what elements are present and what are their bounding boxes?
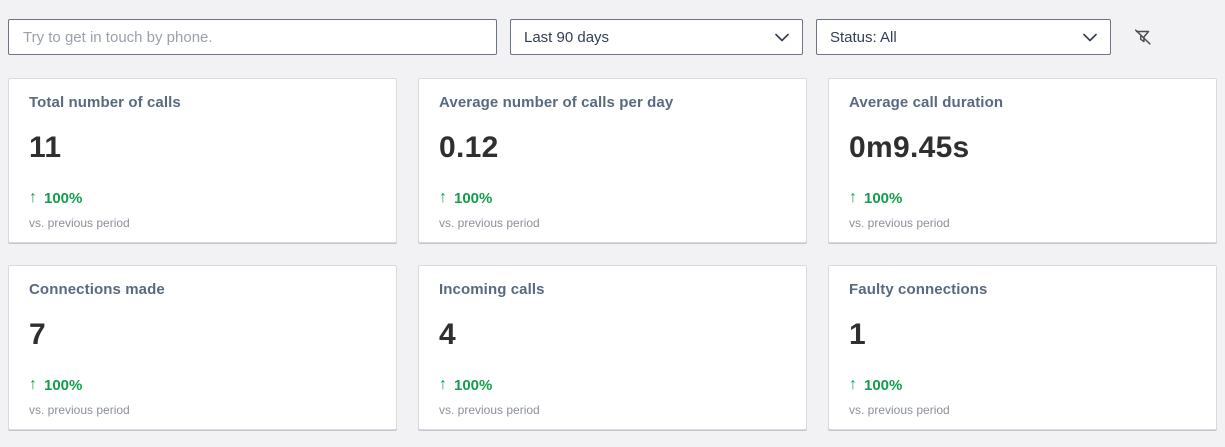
stat-card-faulty-connections: Faulty connections 1 ↑ 100% vs. previous… [828, 265, 1217, 430]
stat-trend: ↑ 100% [439, 376, 786, 394]
stat-trend: ↑ 100% [29, 189, 376, 207]
stat-caption: vs. previous period [29, 403, 130, 417]
trend-value: 100% [44, 189, 83, 207]
stat-caption: vs. previous period [849, 216, 950, 230]
clear-filters-button[interactable] [1128, 22, 1158, 52]
stat-value: 7 [29, 318, 46, 351]
stats-cards-grid: Total number of calls 11 ↑ 100% vs. prev… [8, 78, 1217, 430]
stat-title: Faulty connections [849, 281, 988, 298]
stat-trend: ↑ 100% [439, 189, 786, 207]
stat-trend: ↑ 100% [29, 376, 376, 394]
stat-title: Total number of calls [29, 94, 181, 111]
stat-trend: ↑ 100% [849, 189, 1196, 207]
chevron-down-icon [775, 33, 789, 41]
stat-caption: vs. previous period [439, 216, 540, 230]
stat-card-incoming-calls: Incoming calls 4 ↑ 100% vs. previous per… [418, 265, 807, 430]
stat-value: 11 [29, 131, 62, 164]
chevron-down-icon [1083, 33, 1097, 41]
stat-value: 0m9.45s [849, 131, 970, 164]
trend-up-icon: ↑ [29, 189, 37, 206]
trend-value: 100% [454, 376, 493, 394]
stat-value: 0.12 [439, 131, 499, 164]
date-range-value: Last 90 days [524, 28, 610, 46]
stat-card-total-calls: Total number of calls 11 ↑ 100% vs. prev… [8, 78, 397, 243]
date-range-dropdown[interactable]: Last 90 days [510, 19, 803, 55]
stat-title: Connections made [29, 281, 165, 298]
filters-toolbar: Last 90 days Status: All [0, 0, 1225, 55]
trend-up-icon: ↑ [439, 189, 447, 206]
trend-up-icon: ↑ [849, 189, 857, 206]
status-dropdown[interactable]: Status: All [816, 19, 1111, 55]
trend-up-icon: ↑ [849, 376, 857, 393]
stat-value: 4 [439, 318, 456, 351]
stat-caption: vs. previous period [849, 403, 950, 417]
stat-title: Average number of calls per day [439, 94, 674, 111]
stat-caption: vs. previous period [439, 403, 540, 417]
stat-card-avg-call-duration: Average call duration 0m9.45s ↑ 100% vs.… [828, 78, 1217, 243]
trend-value: 100% [454, 189, 493, 207]
stat-value: 1 [849, 318, 866, 351]
stat-card-connections-made: Connections made 7 ↑ 100% vs. previous p… [8, 265, 397, 430]
trend-value: 100% [44, 376, 83, 394]
search-input[interactable] [8, 19, 497, 55]
stat-card-avg-calls-per-day: Average number of calls per day 0.12 ↑ 1… [418, 78, 807, 243]
trend-value: 100% [864, 376, 903, 394]
stat-caption: vs. previous period [29, 216, 130, 230]
trend-up-icon: ↑ [439, 376, 447, 393]
filter-off-icon [1134, 29, 1151, 45]
stat-title: Incoming calls [439, 281, 545, 298]
stat-title: Average call duration [849, 94, 1004, 111]
status-value: Status: All [830, 28, 897, 46]
trend-up-icon: ↑ [29, 376, 37, 393]
trend-value: 100% [864, 189, 903, 207]
stat-trend: ↑ 100% [849, 376, 1196, 394]
